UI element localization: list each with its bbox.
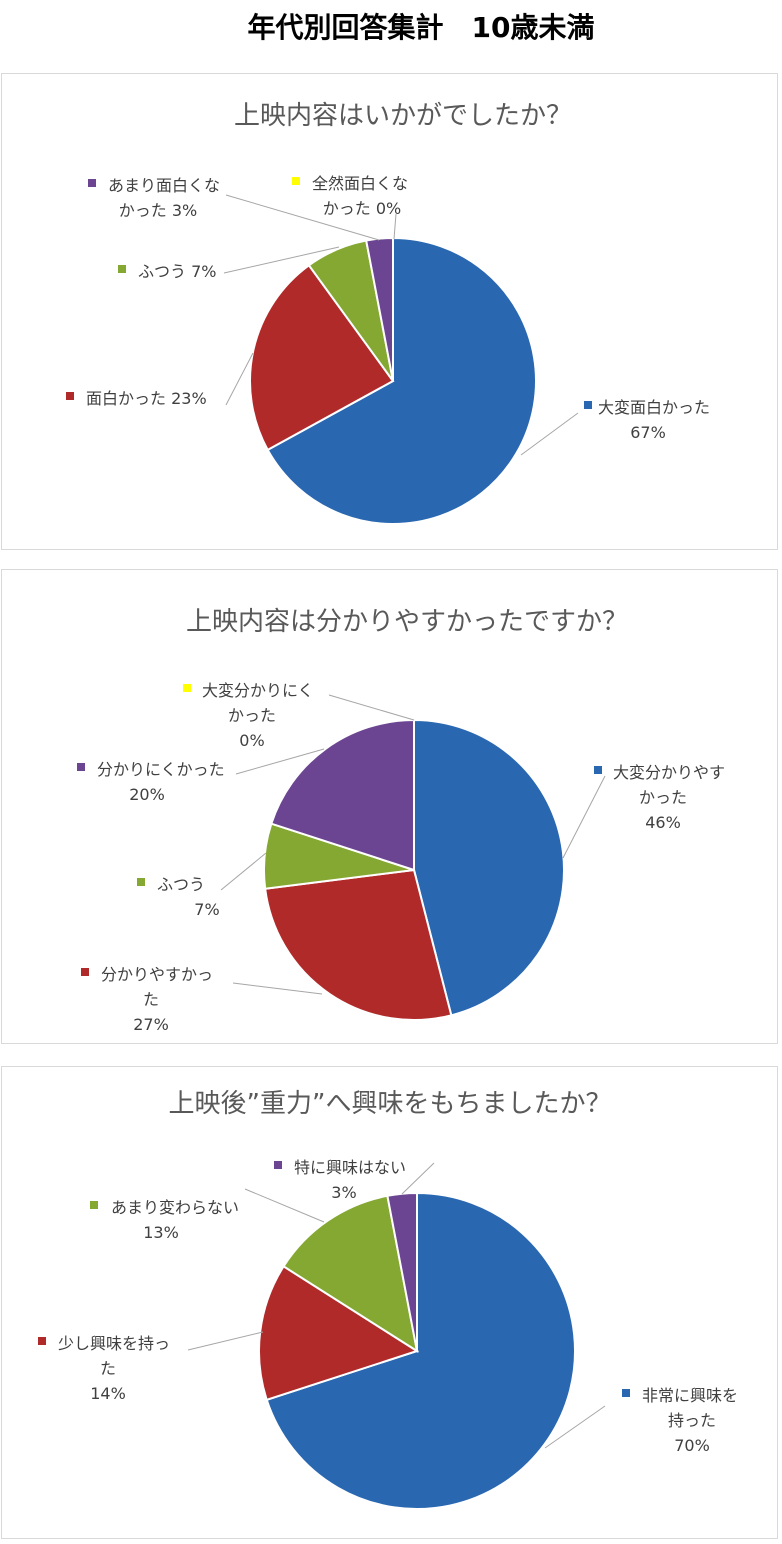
- data-label: かった 0%: [323, 199, 401, 218]
- data-label: 67%: [630, 423, 666, 442]
- pie-slice-2: [264, 868, 453, 1021]
- legend-marker: [81, 968, 89, 976]
- leader-line: [401, 1162, 435, 1195]
- pie-slice-2: [258, 1264, 420, 1402]
- pie-slice-3: [282, 1194, 419, 1354]
- legend-marker: [38, 1337, 46, 1345]
- legend-marker: [584, 401, 592, 409]
- leader-line: [225, 194, 380, 241]
- data-label: 分かりにくかった: [97, 760, 225, 779]
- data-label: 70%: [674, 1436, 710, 1455]
- data-label: 大変分かりにく: [202, 681, 314, 700]
- chart-title: 上映後”重力”へ興味をもちましたか？: [169, 1089, 612, 1119]
- leader-line: [187, 1331, 264, 1351]
- legend-marker: [292, 177, 300, 185]
- pie-slice-4: [270, 718, 415, 872]
- data-label: ふつう: [157, 875, 205, 894]
- data-label: 分かりやすかっ: [101, 965, 213, 984]
- page-title: 年代別回答集計 10歳未満: [247, 11, 595, 44]
- pie-slice-1: [265, 1191, 576, 1510]
- data-label: た: [143, 990, 159, 1009]
- leader-line: [393, 213, 397, 240]
- leader-line: [562, 775, 606, 859]
- data-label: 大変分かりやす: [613, 763, 725, 782]
- legend-marker: [594, 766, 602, 774]
- data-label: 特に興味はない: [294, 1158, 406, 1177]
- legend-marker: [90, 1201, 98, 1209]
- leader-line: [232, 982, 323, 995]
- pie-chart-content-rating: 上映内容はいかがでしたか？ 大変面白かった 67% 面白かった 23% ふつう 7% あ…: [66, 101, 710, 525]
- data-label: かった: [639, 788, 687, 807]
- leader-line: [223, 246, 340, 274]
- legend-marker: [137, 878, 145, 886]
- leader-line: [220, 852, 267, 891]
- data-label: 面白かった 23%: [86, 389, 207, 408]
- data-label: 持った: [668, 1411, 716, 1430]
- data-label: あまり面白くな: [108, 176, 220, 195]
- data-label: かった: [228, 706, 276, 725]
- legend-marker: [66, 392, 74, 400]
- data-label: あまり変わらない: [111, 1198, 239, 1217]
- leader-line: [520, 412, 579, 456]
- leader-line: [225, 352, 254, 406]
- data-label: 3%: [331, 1183, 356, 1202]
- pie-chart-understandability: 上映内容は分かりやすかったですか？ 大変分かりやすかった46%分かりやすかった2…: [77, 607, 725, 1034]
- legend-marker: [274, 1161, 282, 1169]
- data-label: 大変面白かった: [598, 398, 710, 417]
- chart-panel-understandability: 上映内容は分かりやすかったですか？ 大変分かりやす かった 46% 分かりやすかった 2…: [1, 569, 778, 1044]
- data-label: 非常に興味を: [642, 1386, 738, 1405]
- legend-marker: [77, 763, 85, 771]
- leader-line: [544, 1405, 606, 1449]
- data-label: 20%: [129, 785, 165, 804]
- chart-panel-content-rating: 上映内容はいかがでしたか？ 大変面白かった 67% 面白かった 23% ふつう 7% あ…: [1, 73, 778, 550]
- data-label: 27%: [133, 1015, 169, 1034]
- pie-slice-1: [413, 718, 565, 1017]
- pie-slice-4: [365, 236, 394, 382]
- data-label: かった 3%: [119, 201, 197, 220]
- data-label: 14%: [90, 1384, 126, 1403]
- leader-line: [235, 748, 325, 775]
- legend-marker: [622, 1389, 630, 1397]
- chart-title: 上映内容はいかがでしたか？: [234, 101, 572, 131]
- data-label: ふつう 7%: [138, 262, 216, 281]
- leader-line: [244, 1188, 325, 1223]
- legend-marker: [88, 179, 96, 187]
- data-label: 13%: [143, 1223, 179, 1242]
- legend-marker: [118, 265, 126, 273]
- pie-slice-1: [266, 236, 537, 525]
- data-label: 全然面白くな: [312, 174, 408, 193]
- data-label: た: [100, 1359, 116, 1378]
- data-label: 7%: [194, 900, 219, 919]
- data-label: 少し興味を持っ: [58, 1334, 170, 1353]
- pie-slice-2: [249, 263, 395, 452]
- chart-panel-gravity-interest: 上映後”重力”へ興味をもちましたか？ 非常に興味を 持った 70% 少し興味を持った 1…: [1, 1066, 778, 1539]
- legend-marker: [183, 684, 191, 692]
- data-label: 46%: [645, 813, 681, 832]
- leader-line: [328, 694, 415, 721]
- chart-title: 上映内容は分かりやすかったですか？: [186, 607, 628, 637]
- data-label: 0%: [239, 731, 264, 750]
